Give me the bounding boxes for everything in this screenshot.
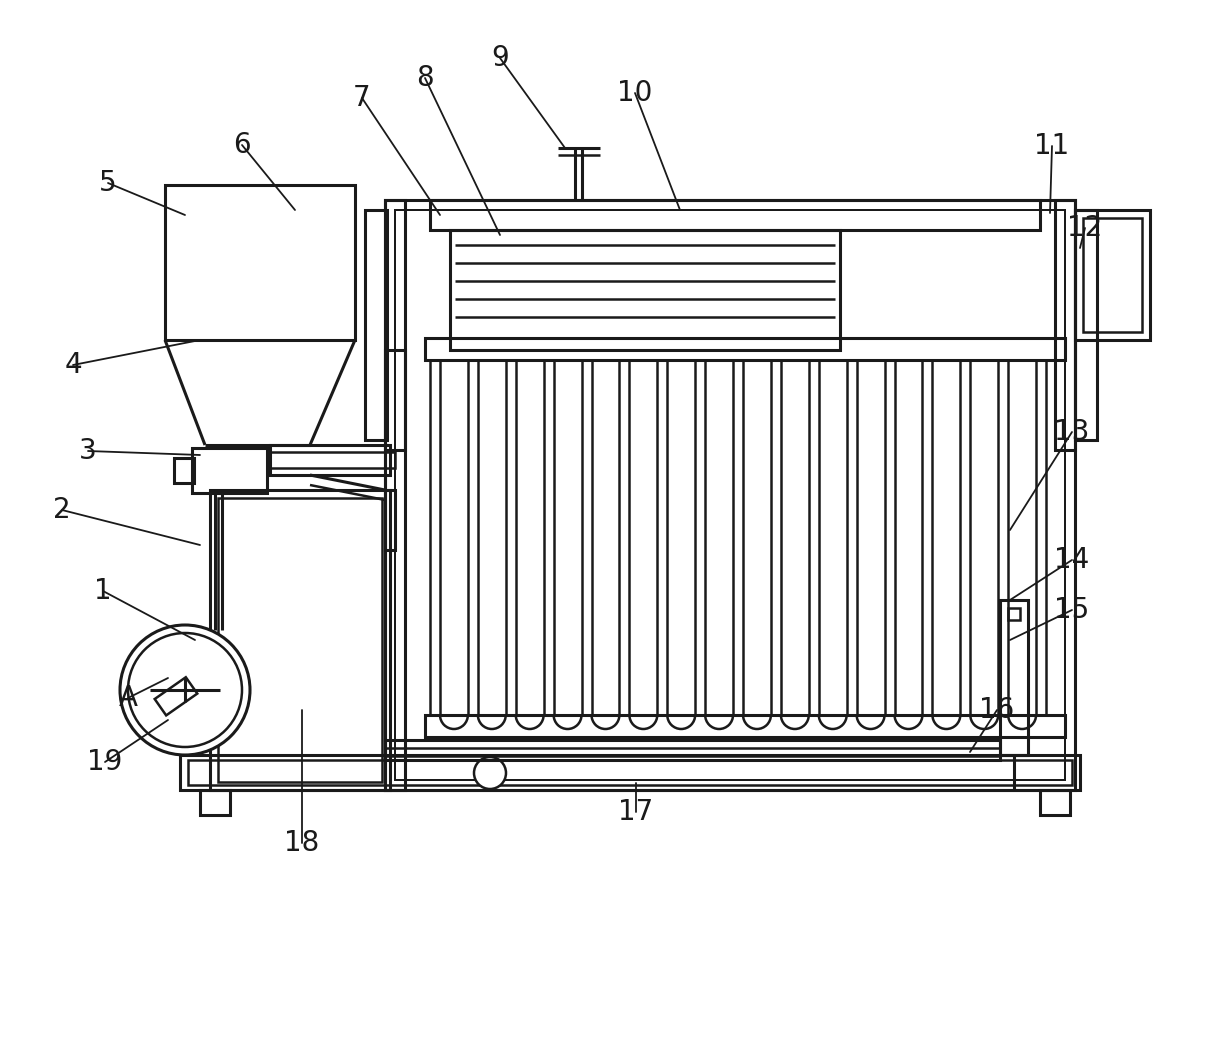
Text: 13: 13 xyxy=(1054,418,1090,446)
Text: 7: 7 xyxy=(353,84,371,112)
Bar xyxy=(188,760,1072,785)
Text: 18: 18 xyxy=(285,829,319,857)
Bar xyxy=(1040,790,1070,815)
Bar xyxy=(180,755,1080,790)
Text: 2: 2 xyxy=(53,496,71,524)
Bar xyxy=(385,490,395,550)
Bar xyxy=(385,200,405,450)
Text: 3: 3 xyxy=(79,437,97,465)
Text: 15: 15 xyxy=(1054,596,1090,624)
Bar xyxy=(395,210,1065,780)
Bar xyxy=(364,210,387,440)
Text: 8: 8 xyxy=(416,64,434,92)
Bar xyxy=(385,350,405,790)
Bar xyxy=(270,445,390,475)
Bar xyxy=(1083,218,1142,332)
Bar xyxy=(429,200,1040,230)
Bar xyxy=(385,200,1075,790)
Bar xyxy=(1075,210,1150,340)
Text: 19: 19 xyxy=(87,748,123,776)
Text: 4: 4 xyxy=(64,351,82,379)
Bar xyxy=(155,677,198,715)
Bar xyxy=(1000,600,1028,755)
Text: 1: 1 xyxy=(94,577,112,605)
Text: 12: 12 xyxy=(1067,214,1103,242)
Bar xyxy=(385,748,1000,756)
Circle shape xyxy=(474,757,506,789)
Text: 10: 10 xyxy=(617,79,653,107)
Bar xyxy=(425,715,1065,737)
Text: A: A xyxy=(119,684,137,712)
Bar xyxy=(200,790,229,815)
Bar xyxy=(1075,210,1097,440)
Bar xyxy=(425,338,1065,360)
Text: 5: 5 xyxy=(99,169,117,197)
Text: 11: 11 xyxy=(1034,132,1070,160)
Circle shape xyxy=(128,633,242,747)
Bar xyxy=(218,498,382,782)
Text: 16: 16 xyxy=(979,696,1015,723)
Bar xyxy=(1055,200,1075,450)
Bar xyxy=(270,452,395,468)
Bar xyxy=(191,448,267,493)
Circle shape xyxy=(120,625,250,755)
Text: 17: 17 xyxy=(618,798,654,826)
Bar xyxy=(1009,608,1020,620)
Bar xyxy=(174,458,194,483)
Text: 6: 6 xyxy=(233,131,250,159)
Bar xyxy=(164,185,355,340)
Bar xyxy=(385,740,1000,760)
Text: 9: 9 xyxy=(491,44,509,72)
Bar xyxy=(450,230,840,350)
Text: 14: 14 xyxy=(1054,546,1090,574)
Bar xyxy=(210,490,390,790)
